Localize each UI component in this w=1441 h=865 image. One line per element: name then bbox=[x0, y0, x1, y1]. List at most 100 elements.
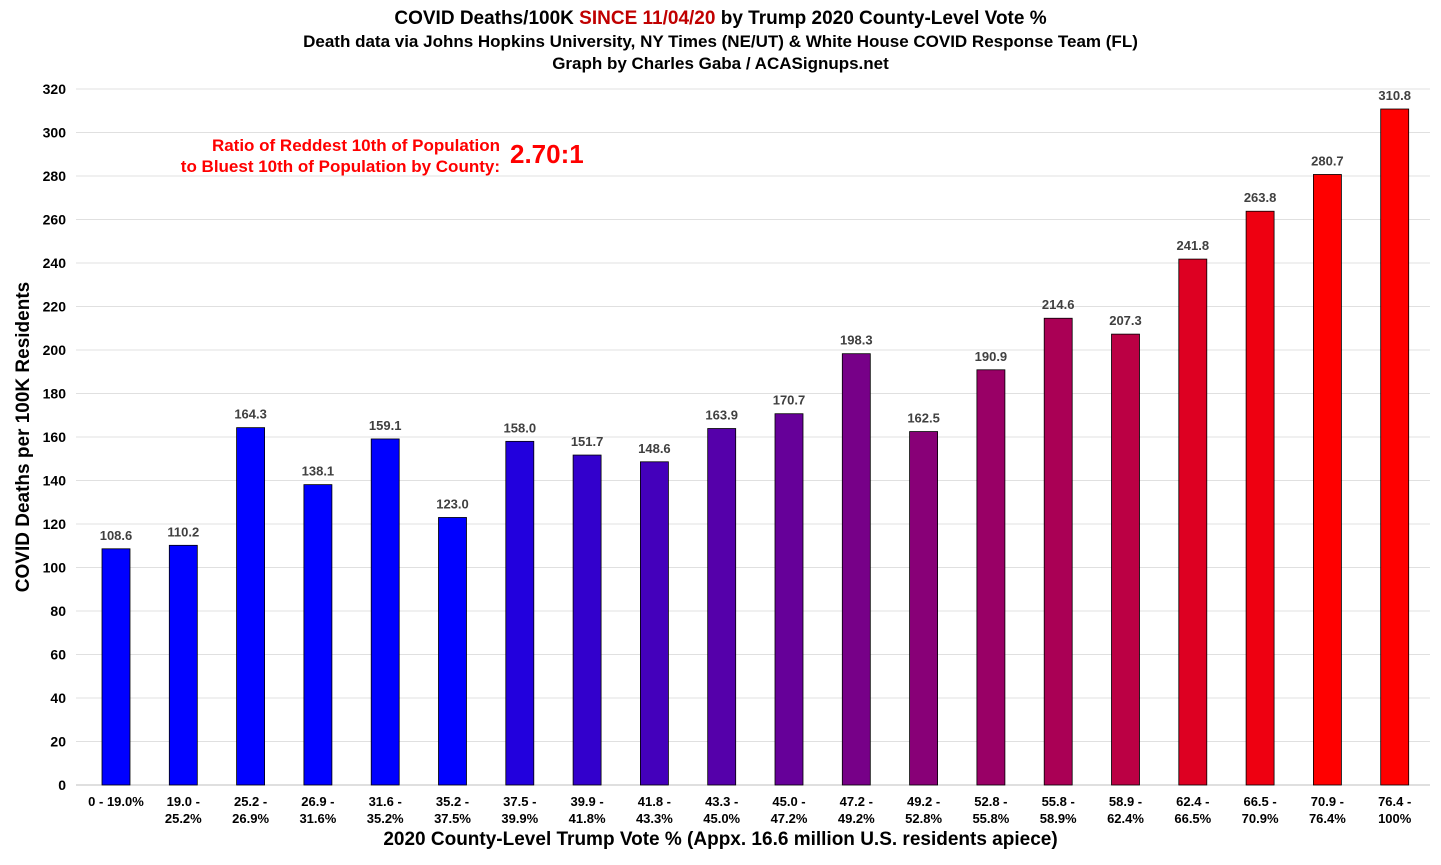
x-tick-label: 55.8% bbox=[972, 811, 1009, 826]
x-tick-label: 43.3 - bbox=[705, 794, 738, 809]
y-tick-label: 220 bbox=[43, 299, 67, 315]
x-tick-label: 66.5 - bbox=[1243, 794, 1276, 809]
data-label: 198.3 bbox=[840, 333, 873, 348]
x-tick-label: 58.9 - bbox=[1109, 794, 1142, 809]
ratio-line-2: to Bluest 10th of Population by County: bbox=[180, 157, 500, 176]
x-tick-label: 47.2 - bbox=[840, 794, 873, 809]
y-tick-label: 80 bbox=[50, 603, 66, 619]
bar bbox=[438, 517, 467, 786]
title-highlight: SINCE 11/04/20 bbox=[579, 8, 716, 29]
bar bbox=[236, 427, 266, 786]
x-tick-label: 37.5% bbox=[434, 811, 471, 826]
x-tick-label: 31.6% bbox=[299, 811, 336, 826]
x-tick-label: 43.3% bbox=[636, 811, 673, 826]
bar bbox=[1313, 174, 1342, 786]
x-tick-label: 52.8 - bbox=[974, 794, 1007, 809]
x-tick-label: 45.0% bbox=[703, 811, 740, 826]
data-label: 170.7 bbox=[773, 393, 806, 408]
data-label: 263.8 bbox=[1244, 190, 1277, 205]
y-tick-label: 300 bbox=[43, 125, 67, 141]
x-tick-label: 25.2% bbox=[165, 811, 202, 826]
bar bbox=[1245, 210, 1275, 786]
data-label: 162.5 bbox=[907, 411, 940, 426]
chart-credit: Graph by Charles Gaba / ACASignups.net bbox=[552, 54, 889, 73]
x-tick-label: 39.9% bbox=[501, 811, 538, 826]
x-tick-label: 26.9 - bbox=[301, 794, 334, 809]
x-tick-label: 49.2 - bbox=[907, 794, 940, 809]
x-tick-label: 31.6 - bbox=[369, 794, 402, 809]
y-tick-label: 20 bbox=[50, 734, 66, 750]
data-label: 163.9 bbox=[705, 408, 738, 423]
bar bbox=[640, 461, 669, 786]
y-tick-label: 260 bbox=[43, 212, 67, 228]
bar bbox=[572, 454, 602, 786]
x-tick-label: 26.9% bbox=[232, 811, 269, 826]
y-tick-label: 100 bbox=[43, 560, 67, 576]
x-tick-label: 47.2% bbox=[771, 811, 808, 826]
chart-title: COVID Deaths/100K SINCE 11/04/20 by Trum… bbox=[0, 8, 1441, 30]
data-label: 138.1 bbox=[302, 464, 335, 479]
y-tick-label: 180 bbox=[43, 386, 67, 402]
ratio-line-1: Ratio of Reddest 10th of Population bbox=[211, 136, 500, 155]
data-label: 207.3 bbox=[1109, 313, 1142, 328]
x-tick-label: 66.5% bbox=[1174, 811, 1211, 826]
x-tick-label: 35.2% bbox=[367, 811, 404, 826]
x-tick-label: 76.4% bbox=[1309, 811, 1346, 826]
x-tick-label: 62.4 - bbox=[1176, 794, 1209, 809]
x-tick-label: 70.9% bbox=[1242, 811, 1279, 826]
x-tick-label: 37.5 - bbox=[503, 794, 536, 809]
bar bbox=[168, 544, 198, 786]
data-label: 159.1 bbox=[369, 418, 402, 433]
y-tick-label: 160 bbox=[43, 429, 67, 445]
x-tick-label: 45.0 - bbox=[772, 794, 805, 809]
bar bbox=[1111, 333, 1140, 786]
x-tick-label: 100% bbox=[1378, 811, 1412, 826]
bar bbox=[976, 369, 1006, 786]
y-tick-label: 320 bbox=[43, 81, 67, 97]
y-tick-label: 0 bbox=[58, 777, 66, 793]
ratio-value: 2.70:1 bbox=[510, 139, 584, 169]
data-label: 151.7 bbox=[571, 434, 604, 449]
data-label: 108.6 bbox=[100, 528, 133, 543]
title-text: COVID Deaths/100K bbox=[394, 8, 580, 29]
bar bbox=[370, 438, 400, 786]
bar bbox=[909, 431, 938, 786]
y-tick-label: 200 bbox=[43, 342, 67, 358]
x-tick-label: 76.4 - bbox=[1378, 794, 1411, 809]
x-tick-label: 55.8 - bbox=[1042, 794, 1075, 809]
x-tick-label: 41.8% bbox=[569, 811, 606, 826]
data-label: 164.3 bbox=[234, 407, 267, 422]
chart-subtitle: Death data via Johns Hopkins University,… bbox=[303, 32, 1138, 51]
x-tick-label: 39.9 - bbox=[570, 794, 603, 809]
bar bbox=[505, 440, 535, 786]
bar bbox=[1178, 258, 1208, 786]
x-tick-label: 62.4% bbox=[1107, 811, 1144, 826]
bar bbox=[707, 428, 737, 786]
y-tick-label: 120 bbox=[43, 516, 67, 532]
x-tick-label: 70.9 - bbox=[1311, 794, 1344, 809]
data-label: 310.8 bbox=[1378, 88, 1411, 103]
data-label: 280.7 bbox=[1311, 153, 1344, 168]
bar bbox=[841, 353, 871, 786]
data-label: 110.2 bbox=[167, 524, 199, 539]
bar bbox=[774, 413, 804, 786]
x-tick-label: 35.2 - bbox=[436, 794, 469, 809]
x-tick-label: 0 - 19.0% bbox=[88, 794, 144, 809]
bar bbox=[1380, 108, 1410, 786]
x-axis-label: 2020 County-Level Trump Vote % (Appx. 16… bbox=[383, 829, 1058, 850]
x-tick-label: 58.9% bbox=[1040, 811, 1077, 826]
y-tick-label: 280 bbox=[43, 168, 67, 184]
data-label: 123.0 bbox=[436, 496, 469, 511]
title-text-end: by Trump 2020 County-Level Vote % bbox=[715, 8, 1047, 29]
x-tick-label: 52.8% bbox=[905, 811, 942, 826]
data-label: 190.9 bbox=[975, 349, 1008, 364]
ratio-annotation: Ratio of Reddest 10th of Population to Bl… bbox=[100, 135, 500, 177]
x-tick-label: 25.2 - bbox=[234, 794, 267, 809]
y-tick-label: 60 bbox=[50, 647, 66, 663]
bar bbox=[101, 548, 131, 786]
data-label: 241.8 bbox=[1177, 238, 1210, 253]
data-label: 158.0 bbox=[504, 420, 537, 435]
bar bbox=[1043, 317, 1073, 786]
y-tick-label: 140 bbox=[43, 473, 67, 489]
